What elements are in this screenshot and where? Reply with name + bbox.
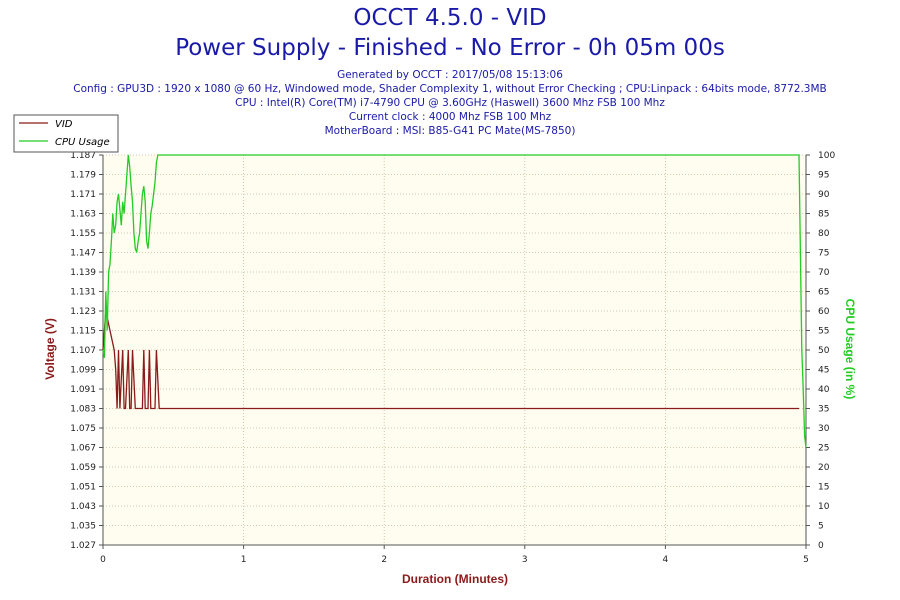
- y-tick-label: 1.171: [70, 190, 96, 200]
- y2-tick-label: 40: [818, 385, 830, 395]
- x-tick-label: 3: [522, 555, 528, 565]
- y-tick-label: 1.043: [70, 502, 96, 512]
- y-tick-label: 1.083: [70, 405, 96, 415]
- y2-tick-label: 80: [818, 229, 830, 239]
- y2-axis-title: CPU Usage (in %): [843, 299, 857, 400]
- y2-tick-label: 70: [818, 268, 830, 278]
- y2-tick-label: 75: [818, 249, 829, 259]
- series-line-vid: [102, 310, 799, 410]
- y-tick-label: 1.075: [70, 424, 96, 434]
- chart-subtitle: Power Supply - Finished - No Error - 0h …: [175, 35, 725, 61]
- y2-tick-label: 55: [818, 327, 829, 337]
- y-tick-label: 1.163: [70, 210, 96, 220]
- y-tick-label: 1.123: [70, 307, 96, 317]
- legend-box: [13, 114, 119, 153]
- y-tick-label: 1.187: [70, 151, 96, 161]
- info-generated: Generated by OCCT : 2017/05/08 15:13:06: [337, 69, 563, 81]
- y-tick-label: 1.179: [70, 171, 96, 181]
- y2-tick-label: 30: [818, 424, 830, 434]
- info-cpu: CPU : Intel(R) Core(TM) i7-4790 CPU @ 3.…: [235, 97, 665, 109]
- y-tick-label: 1.091: [70, 385, 96, 395]
- y2-tick-label: 90: [818, 190, 830, 200]
- info-config: Config : GPU3D : 1920 x 1080 @ 60 Hz, Wi…: [73, 83, 827, 95]
- y-tick-label: 1.051: [70, 483, 96, 493]
- y-tick-label: 1.067: [70, 444, 96, 454]
- y-tick-label: 1.139: [70, 268, 96, 278]
- y2-tick-label: 5: [818, 522, 824, 532]
- info-current-clock: Current clock : 4000 Mhz FSB 100 Mhz: [348, 111, 552, 123]
- y2-tick-label: 15: [818, 483, 829, 493]
- y-tick-label: 1.131: [70, 288, 96, 298]
- y-tick-label: 1.147: [70, 249, 96, 259]
- y2-tick-label: 45: [818, 366, 829, 376]
- y2-tick-label: 0: [818, 541, 824, 551]
- x-tick-label: 0: [100, 555, 106, 565]
- y-tick-label: 1.035: [70, 522, 96, 532]
- legend-label-cpu-usage: CPU Usage: [55, 137, 110, 148]
- y-tick-label: 1.059: [70, 463, 96, 473]
- y2-tick-label: 10: [818, 502, 830, 512]
- y-tick-label: 1.155: [70, 229, 96, 239]
- y-axis-title: Voltage (V): [43, 318, 57, 380]
- axes: 1.027 1.035 1.043 1.051 1.059 1.067 1.075 1.083…: [70, 151, 835, 565]
- y2-tick-label: 25: [818, 444, 829, 454]
- chart-title: OCCT 4.5.0 - VID: [353, 5, 547, 31]
- y-tick-label: 1.099: [70, 366, 96, 376]
- y-tick-label: 1.107: [70, 346, 96, 356]
- legend: VID CPU Usage: [13, 114, 119, 153]
- y-tick-label: 1.115: [70, 327, 96, 337]
- y2-tick-label: 95: [818, 171, 829, 181]
- grid: [103, 154, 806, 546]
- series-lines: [102, 154, 807, 448]
- x-axis-title: Duration (Minutes): [402, 572, 508, 586]
- y2-tick-label: 85: [818, 210, 829, 220]
- x-tick-label: 4: [663, 555, 669, 565]
- y2-tick-label: 100: [818, 151, 835, 161]
- y2-tick-label: 20: [818, 463, 830, 473]
- y2-tick-label: 35: [818, 405, 829, 415]
- series-line-cpu-usage: [102, 154, 807, 448]
- legend-label-vid: VID: [55, 119, 73, 130]
- y2-tick-label: 60: [818, 307, 830, 317]
- x-tick-label: 2: [381, 555, 387, 565]
- x-tick-label: 1: [241, 555, 247, 565]
- y2-tick-label: 65: [818, 288, 829, 298]
- x-tick-label: 5: [803, 555, 809, 565]
- y2-tick-label: 50: [818, 346, 830, 356]
- y-tick-label: 1.027: [70, 541, 96, 551]
- info-motherboard: MotherBoard : MSI: B85-G41 PC Mate(MS-78…: [324, 125, 576, 137]
